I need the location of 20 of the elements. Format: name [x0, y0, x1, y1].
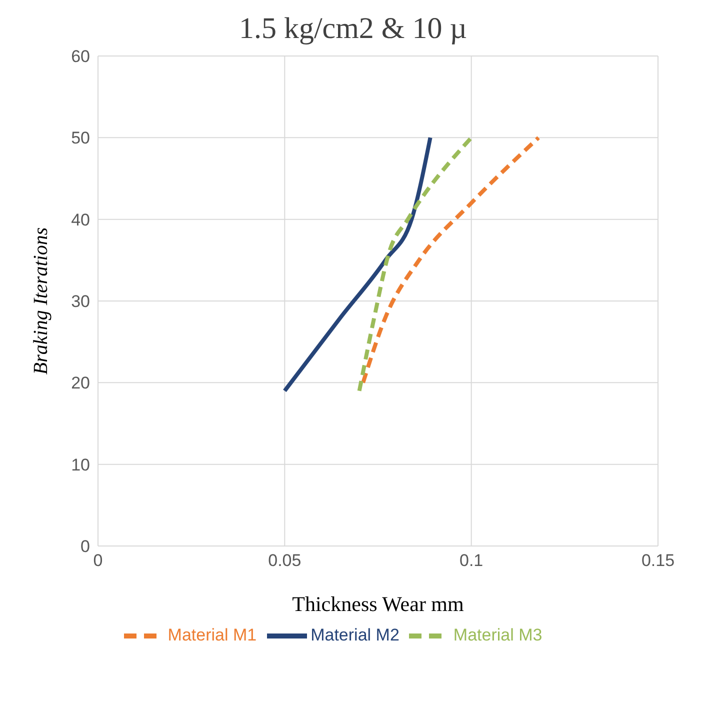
y-tick-label: 50	[71, 128, 90, 148]
y-axis-title: Braking Iterations	[30, 227, 52, 375]
y-tick-label: 30	[71, 292, 90, 312]
legend-label: Material M1	[168, 625, 257, 644]
legend-label: Material M2	[310, 625, 400, 644]
x-axis-title: Thickness Wear mm	[292, 592, 464, 616]
chart-title: 1.5 kg/cm2 & 10 µ	[238, 12, 468, 46]
x-tick-label: 0.1	[460, 551, 484, 570]
line-series	[282, 136, 432, 393]
line-series	[357, 136, 474, 393]
y-tick-label: 10	[71, 455, 90, 474]
legend-label: Material M3	[453, 625, 542, 644]
y-tick-label: 40	[71, 210, 90, 230]
y-tick-label: 0	[80, 537, 90, 556]
x-tick-label: 0	[93, 551, 103, 570]
x-tick-label: 0.15	[641, 551, 675, 570]
y-tick-label: 20	[71, 374, 90, 393]
y-tick-label: 60	[71, 47, 90, 66]
line-series	[361, 136, 541, 385]
x-tick-label: 0.05	[268, 551, 302, 570]
